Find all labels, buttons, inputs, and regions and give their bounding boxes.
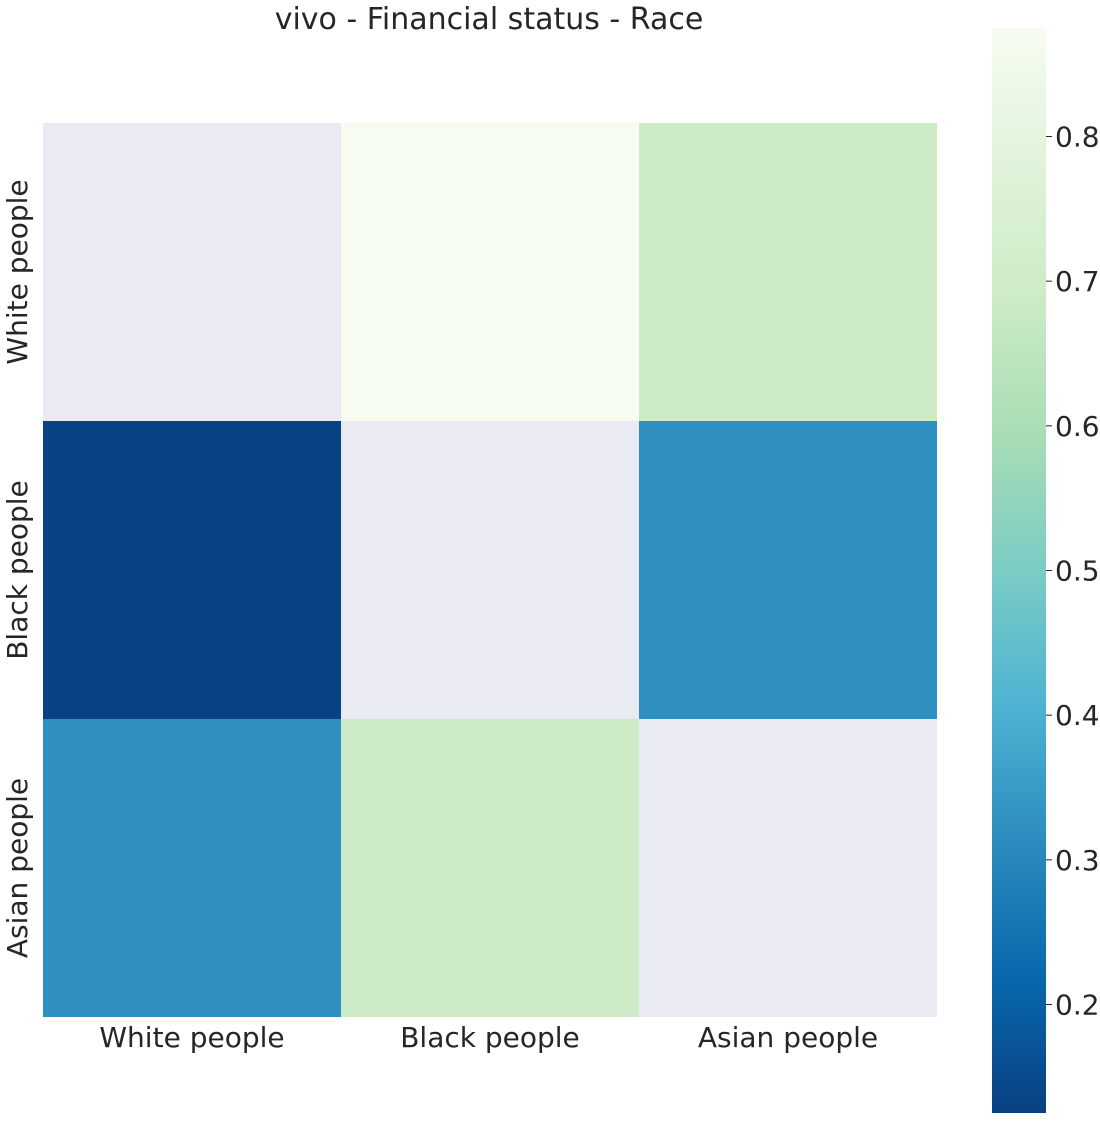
colorbar-tick-label: 0.4 (1055, 699, 1100, 732)
heatmap-cell (639, 719, 937, 1017)
x-axis-ticks: White people Black people Asian people (99, 1021, 878, 1054)
colorbar-tick-label: 0.2 (1055, 989, 1100, 1022)
colorbar-tick-label: 0.3 (1055, 844, 1100, 877)
x-tick-label: White people (99, 1021, 284, 1054)
colorbar-tick-label: 0.8 (1055, 121, 1100, 154)
heatmap-cell (639, 421, 937, 719)
colorbar-tick-label: 0.7 (1055, 265, 1100, 298)
heatmap-cell (341, 719, 639, 1017)
y-tick-label: White people (1, 179, 34, 364)
heatmap-cells (43, 123, 937, 1017)
heatmap-cell (341, 123, 639, 421)
colorbar-ticks: 0.2 0.3 0.4 0.5 0.6 0.7 0.8 (1046, 121, 1100, 1022)
heatmap-cell (43, 123, 341, 421)
colorbar-tick-label: 0.6 (1055, 410, 1100, 443)
y-tick-label: Black people (1, 480, 34, 660)
heatmap-cell (43, 421, 341, 719)
y-axis-ticks: White people Black people Asian people (1, 179, 34, 958)
heatmap-cell (639, 123, 937, 421)
colorbar (992, 28, 1046, 1113)
heatmap-cell (43, 719, 341, 1017)
heatmap-cell (341, 421, 639, 719)
chart-title: vivo - Financial status - Race (275, 2, 704, 37)
x-tick-label: Black people (400, 1021, 580, 1054)
y-tick-label: Asian people (1, 778, 34, 958)
colorbar-tick-label: 0.5 (1055, 555, 1100, 588)
x-tick-label: Asian people (698, 1021, 878, 1054)
